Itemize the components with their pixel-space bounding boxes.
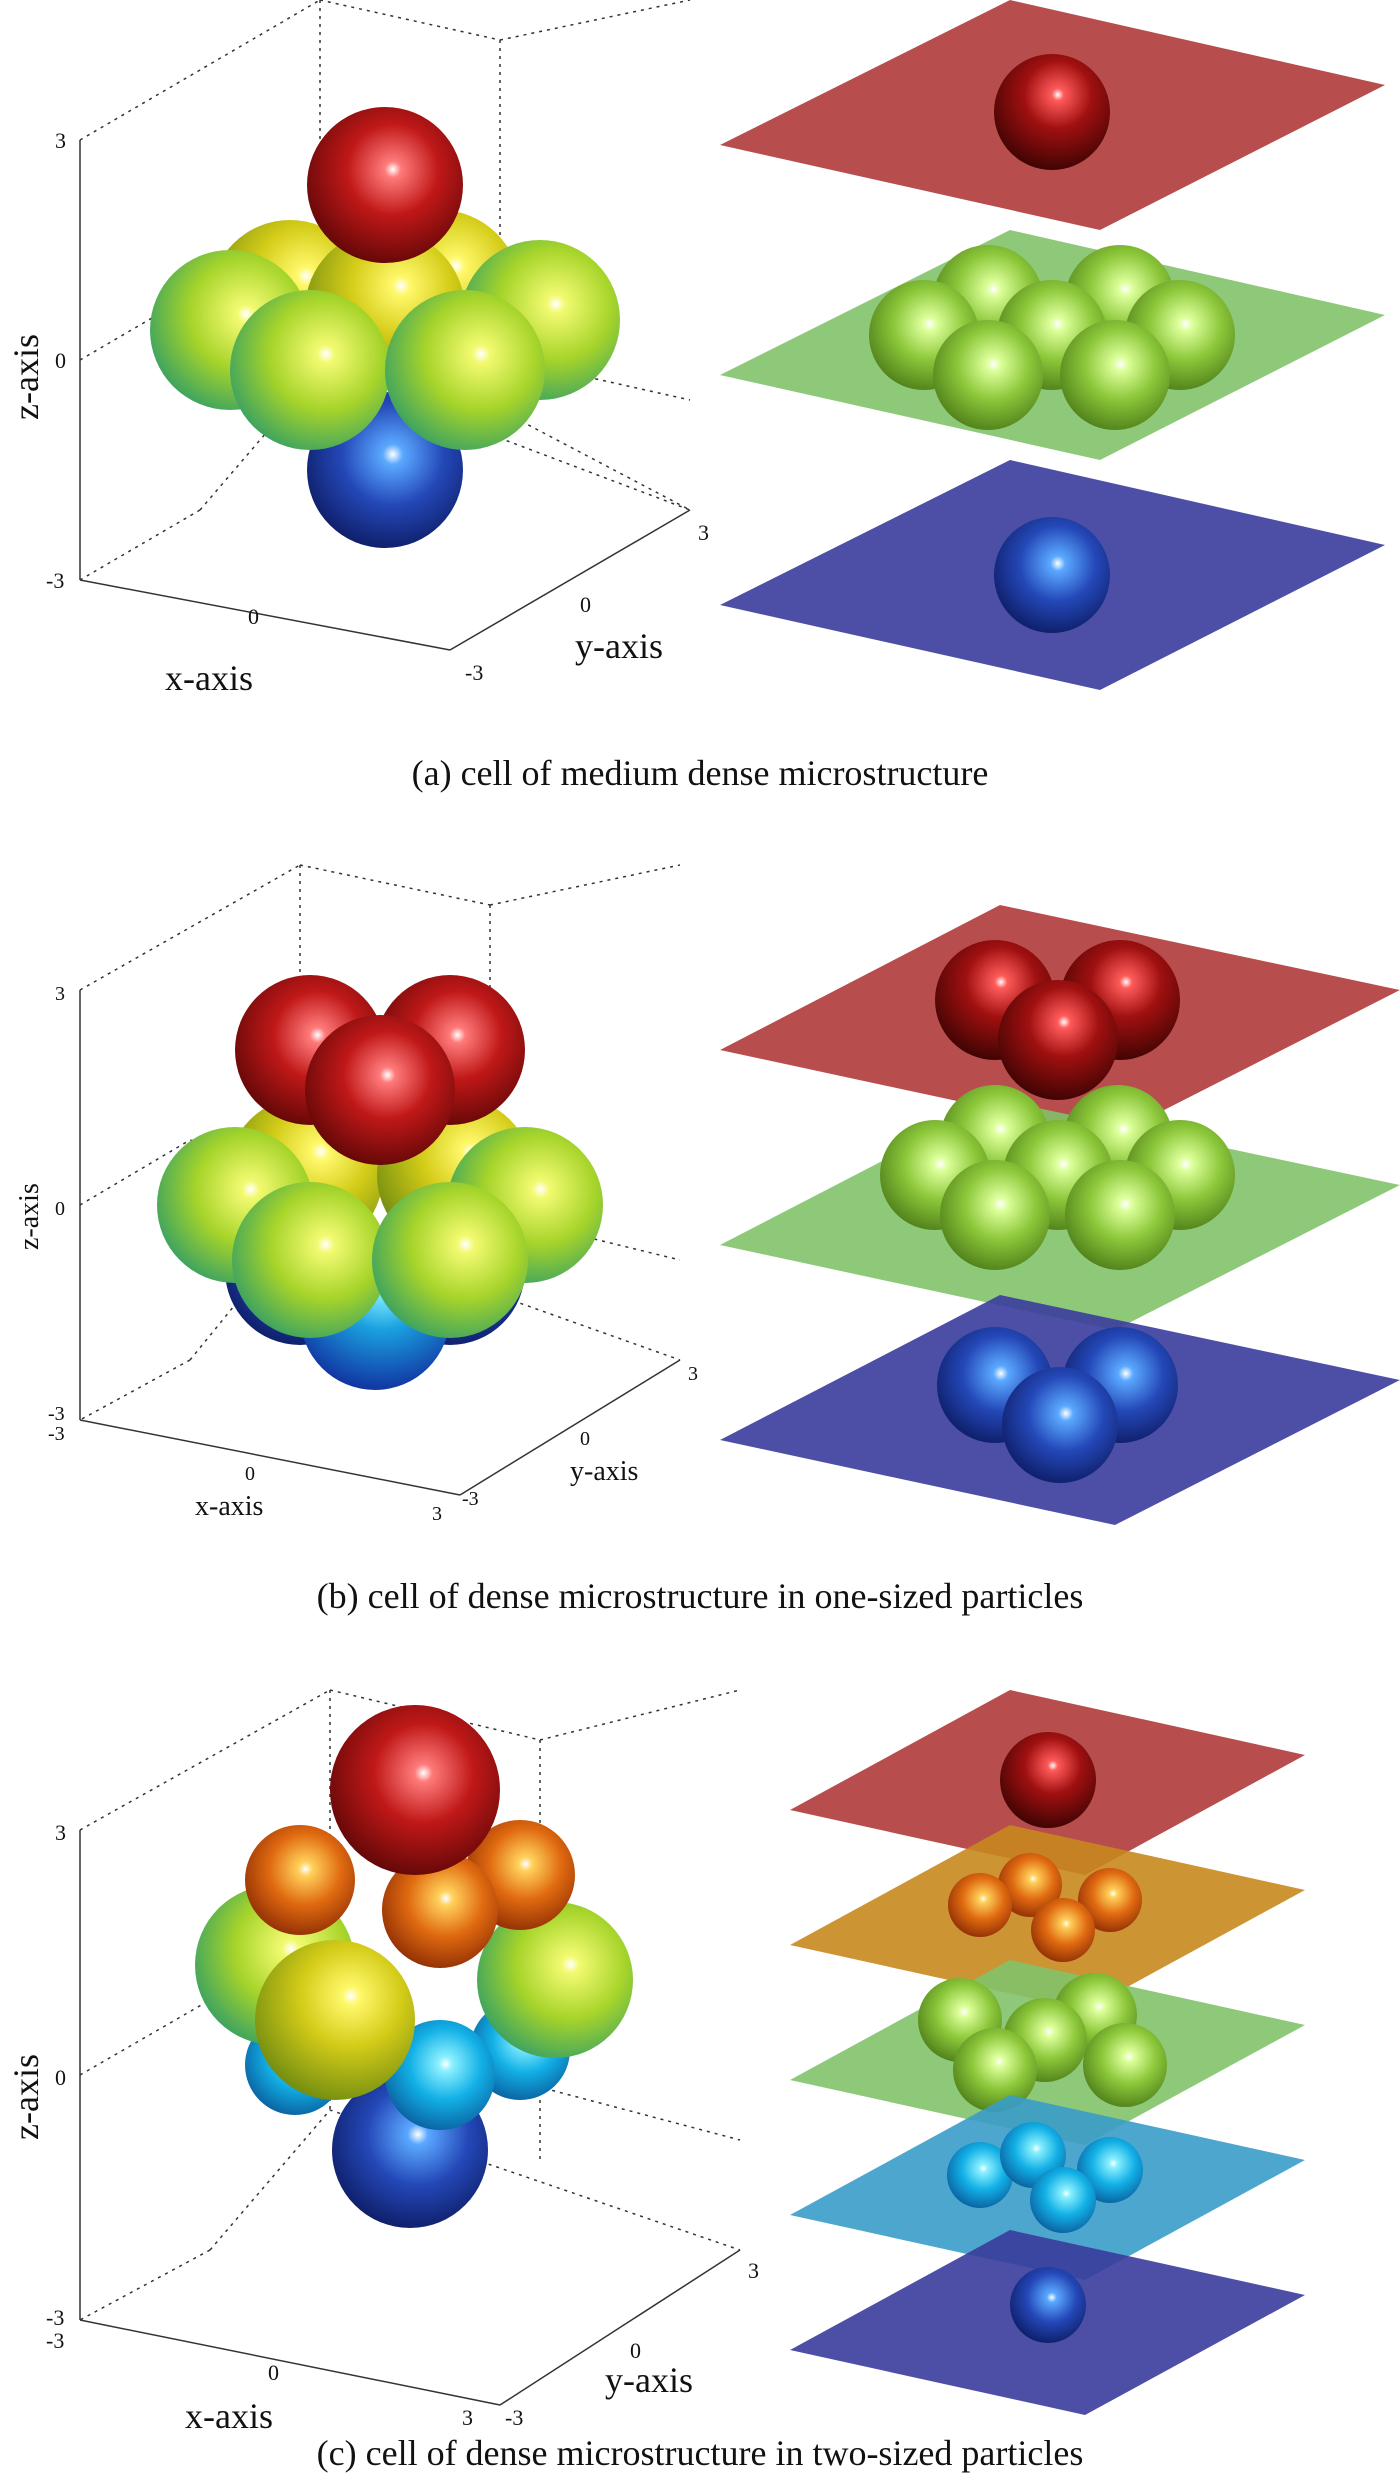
y-axis-label: y-axis <box>570 1456 638 1487</box>
z-tick-bot: -3 <box>46 568 64 593</box>
sphere <box>948 1873 1012 1937</box>
sphere <box>1065 1160 1175 1270</box>
sphere <box>933 320 1043 430</box>
x-tick-mid: 0 <box>248 604 259 629</box>
x-tick-high: 3 <box>432 1503 442 1525</box>
sphere <box>1078 1868 1142 1932</box>
z-tick-bot: -3 <box>48 1403 65 1425</box>
z-tick-top: 3 <box>55 128 66 153</box>
sphere-cluster-c <box>195 1705 633 2228</box>
sphere <box>1083 2023 1167 2107</box>
sphere-cluster-a <box>150 107 620 548</box>
sphere <box>230 290 390 450</box>
caption-b: (b) cell of dense microstructure in one-… <box>316 1576 1084 1616</box>
sphere <box>998 980 1118 1100</box>
z-tick-mid: 0 <box>55 348 66 373</box>
sphere <box>245 1825 355 1935</box>
y-tick-low: -3 <box>465 660 483 685</box>
panel-c-figure: 3 0 -3 -3 0 3 -3 0 3 x-axis y-axis z-axi… <box>6 1689 1305 2436</box>
sphere-cluster-b <box>157 975 603 1390</box>
layer-stack-a <box>720 0 1385 690</box>
panel-a-figure: 3 0 -3 0 -3 0 3 x-axis y-axis z-axis <box>6 0 1385 698</box>
x-tick-low: -3 <box>48 1423 65 1445</box>
sphere <box>330 1705 500 1875</box>
sphere <box>1000 1732 1096 1828</box>
x-tick-mid: 0 <box>245 1463 255 1485</box>
panel-a: 3 0 -3 0 -3 0 3 x-axis y-axis z-axis (a)… <box>0 0 1400 830</box>
caption-a: (a) cell of medium dense microstructure <box>411 753 989 793</box>
y-tick-low: -3 <box>462 1488 479 1510</box>
z-tick-top: 3 <box>55 983 65 1005</box>
panel-b-figure: 3 0 -3 -3 0 3 -3 0 3 x-axis y-axis z-axi… <box>14 864 1400 1525</box>
x-tick-low: -3 <box>46 2328 64 2353</box>
x-tick-high: 3 <box>462 2405 473 2430</box>
x-axis-label: x-axis <box>185 2396 273 2436</box>
layer-stack-b <box>720 905 1400 1525</box>
x-axis-label: x-axis <box>165 658 253 698</box>
caption-c: (c) cell of dense microstructure in two-… <box>316 2433 1084 2473</box>
x-axis-label: x-axis <box>195 1491 263 1522</box>
sphere <box>477 1902 633 2058</box>
sphere <box>382 1852 498 1968</box>
y-tick-mid: 0 <box>630 2338 641 2363</box>
sphere <box>953 2028 1037 2112</box>
z-tick-mid: 0 <box>55 1198 65 1220</box>
sphere <box>372 1182 528 1338</box>
sphere <box>1002 1367 1118 1483</box>
z-axis-label: z-axis <box>6 2054 46 2140</box>
panel-c: 3 0 -3 -3 0 3 -3 0 3 x-axis y-axis z-axi… <box>0 1680 1400 2486</box>
sphere <box>998 1853 1062 1917</box>
sphere <box>1060 320 1170 430</box>
sphere <box>255 1940 415 2100</box>
sphere <box>994 54 1110 170</box>
z-axis-label: z-axis <box>14 1183 45 1250</box>
y-tick-high: 3 <box>698 520 709 545</box>
sphere <box>940 1160 1050 1270</box>
panel-b: 3 0 -3 -3 0 3 -3 0 3 x-axis y-axis z-axi… <box>0 840 1400 1660</box>
z-tick-mid: 0 <box>55 2065 66 2090</box>
y-tick-low: -3 <box>505 2405 523 2430</box>
sphere <box>1010 2267 1086 2343</box>
z-tick-top: 3 <box>55 1820 66 1845</box>
y-axis-label: y-axis <box>575 626 663 666</box>
sphere <box>1031 1898 1095 1962</box>
sphere <box>947 2142 1013 2208</box>
y-axis-label: y-axis <box>605 2360 693 2400</box>
sphere <box>1030 2167 1096 2233</box>
y-tick-mid: 0 <box>580 592 591 617</box>
y-tick-high: 3 <box>688 1363 698 1385</box>
sphere <box>305 1015 455 1165</box>
sphere <box>385 290 545 450</box>
sphere <box>994 517 1110 633</box>
z-tick-bot: -3 <box>46 2305 64 2330</box>
y-tick-mid: 0 <box>580 1428 590 1450</box>
layer-stack-c <box>790 1690 1305 2415</box>
sphere <box>385 2020 495 2130</box>
x-tick-mid: 0 <box>268 2360 279 2385</box>
z-axis-label: z-axis <box>6 334 46 420</box>
sphere <box>1077 2137 1143 2203</box>
sphere <box>232 1182 388 1338</box>
sphere <box>307 107 463 263</box>
y-tick-high: 3 <box>748 2258 759 2283</box>
